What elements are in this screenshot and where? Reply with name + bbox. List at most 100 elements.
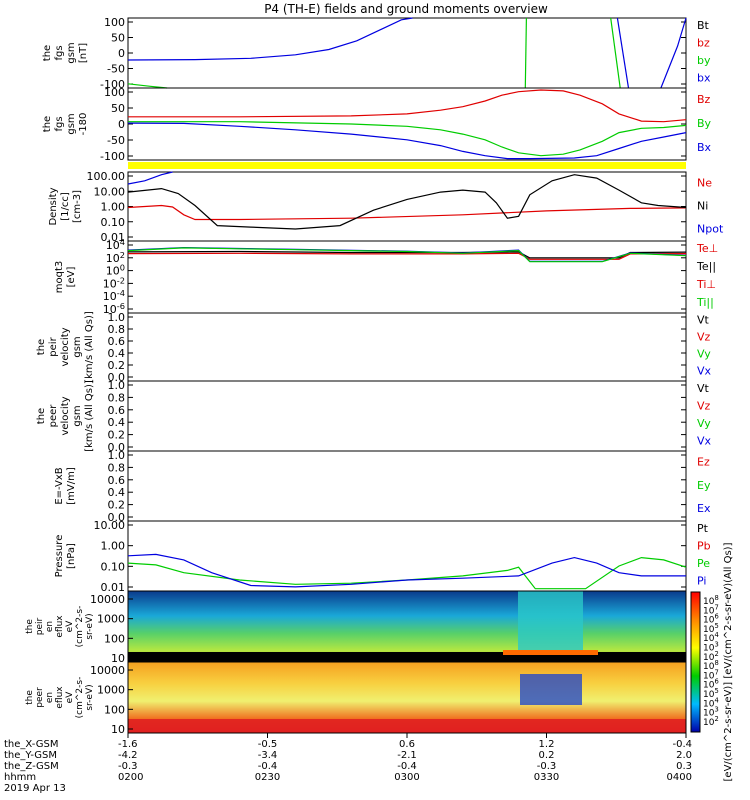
y-axis-label: gsm — [66, 113, 77, 134]
series-by_drop — [610, 17, 621, 89]
y-axis-label: E=-VxB — [54, 467, 65, 504]
y-tick-label: 0.2 — [108, 429, 126, 442]
legend-entry: Vy — [697, 417, 711, 430]
legend-entry: Pi — [697, 574, 706, 587]
y-axis-label: [cm-3] — [72, 190, 83, 223]
z-gsm-label: -0.3 — [537, 761, 557, 772]
y-axis-label: Pressure — [54, 535, 65, 578]
y-tick-label: -100 — [100, 78, 125, 91]
series-Pe — [127, 556, 687, 590]
z-gsm-label: -0.4 — [397, 761, 417, 772]
panel-frame — [127, 171, 687, 242]
series-bx_drop — [616, 17, 630, 89]
y-tick-label: 0.2 — [108, 499, 126, 512]
y-tick-label: 0.8 — [108, 391, 126, 404]
y-tick-label: 100 — [104, 16, 125, 29]
y-axis-label: moqt3 — [54, 261, 65, 294]
y-axis-label: the — [36, 339, 47, 355]
series-Bz — [128, 89, 687, 123]
x-row-label: 2019 Apr 13 — [4, 783, 66, 794]
series-by — [127, 83, 168, 89]
time-label: 0400 — [667, 772, 692, 783]
legend-entry: Bt — [697, 19, 710, 32]
legend-entry: Vy — [697, 348, 711, 361]
panel-peir_velocity: 1.00.80.60.40.20.0 the peir velocity gsm [km/… — [36, 311, 712, 384]
legend-entry: Vx — [697, 365, 712, 378]
spectrogram-lowband — [128, 652, 686, 662]
legend-entry: Ex — [697, 502, 711, 515]
series-by_spike — [524, 17, 527, 89]
legend-entry: Te|| — [696, 260, 716, 273]
x-tick-label: 1.2 — [539, 739, 555, 750]
panel-density: 100.00 10.00 1.00 0.10 0.01 Density [1/cc] [cm-… — [48, 170, 724, 244]
y-tick-label: 10000 — [90, 664, 125, 677]
spectrogram-burst-edge — [503, 650, 598, 655]
y-axis-label: [1/cc] — [60, 192, 71, 221]
y-axis-label: (cm^2-s- — [75, 677, 85, 719]
legend-entry: bz — [697, 36, 710, 49]
colorbar-tick-label: 102 — [703, 715, 719, 728]
y-tick-label: 100 — [104, 632, 125, 645]
x-tick-label: 0.6 — [399, 739, 415, 750]
legend-entry: Pe — [697, 557, 710, 570]
legend-entry: Vx — [697, 434, 712, 447]
colorbar-tick-label: 104 — [703, 631, 719, 644]
series-Ni — [127, 174, 687, 230]
y-tick-label: 102 — [106, 250, 125, 265]
y-tick-label: 0.4 — [108, 486, 126, 499]
series-Pi — [127, 553, 686, 588]
flag-bar — [128, 162, 686, 169]
spectrogram-image — [128, 591, 686, 662]
y-tick-label: 0.6 — [108, 335, 126, 348]
x-tick-label: -0.4 — [672, 739, 692, 750]
y-axis-label: gsm — [66, 42, 77, 63]
legend-entry: Bz — [697, 93, 711, 106]
legend-entry: Npot — [697, 222, 724, 235]
y-axis-label: [nPa] — [66, 543, 77, 569]
colorbar-tick-label: 105 — [703, 687, 719, 700]
series-Ti|| — [127, 247, 687, 263]
legend-entry: Pt — [697, 522, 709, 535]
y-axis-label: peer — [35, 687, 45, 708]
legend-entry: Ez — [697, 455, 710, 468]
legend-entry: Ti⊥ — [696, 278, 716, 291]
legend-entry: Ne — [697, 176, 712, 189]
colorbar-tick-label: 107 — [703, 603, 719, 616]
y-axis-label: velocity — [60, 396, 71, 435]
y-axis-label: Density — [48, 187, 59, 225]
y-tick-label: 10-2 — [103, 275, 125, 290]
y-tick-label: 104 — [106, 237, 125, 252]
series-By — [128, 121, 687, 157]
y-tick-label: 0.01 — [101, 231, 126, 244]
y-tick-label: 0.0 — [108, 371, 126, 384]
y-axis-label: eV — [65, 620, 75, 633]
legend-entry: bx — [697, 71, 711, 84]
y-tick-label: 100 — [106, 263, 125, 278]
legend-entry: by — [697, 54, 711, 67]
y-gsm-label: 2.0 — [676, 750, 692, 761]
y-tick-label: -50 — [107, 63, 125, 76]
y-tick-label: 0.2 — [108, 359, 126, 372]
y-tick-label: 0.8 — [108, 323, 126, 336]
figure-title: P4 (TH-E) fields and ground moments over… — [264, 2, 548, 16]
y-tick-label: 1.00 — [101, 540, 126, 553]
y-tick-label: 0.6 — [108, 404, 126, 417]
z-gsm-label: 0.3 — [676, 761, 692, 772]
series-Bx — [127, 122, 687, 160]
time-label: 0200 — [118, 772, 143, 783]
series-Te⊥ — [127, 252, 687, 260]
panel-frame — [127, 450, 687, 522]
y-tick-label: 1.00 — [101, 201, 126, 214]
z-gsm-label: -0.3 — [118, 761, 138, 772]
y-tick-label: 1000 — [97, 684, 125, 697]
colorbar-tick-label: 107 — [703, 668, 719, 681]
y-axis-label: sr-eV) — [85, 613, 95, 639]
y-axis-label: [nT] — [78, 43, 89, 63]
x-row-label: the_X-GSM — [4, 739, 58, 750]
x-tick-label: -0.5 — [258, 739, 278, 750]
y-axis-label: eV — [65, 691, 75, 704]
y-axis-label: the — [25, 690, 35, 705]
